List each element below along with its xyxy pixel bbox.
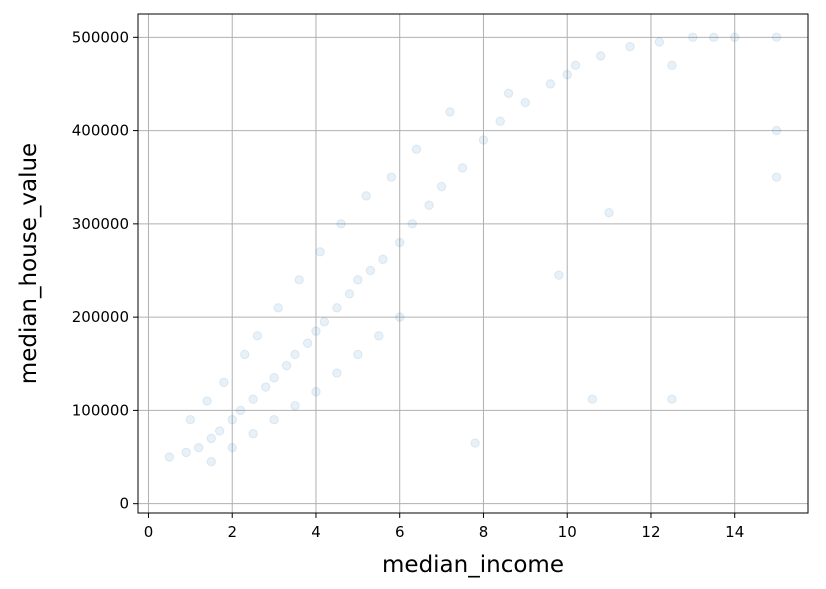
data-point [227, 443, 237, 453]
data-point [311, 387, 321, 397]
data-point [302, 338, 313, 348]
gridlines [138, 14, 808, 513]
x-tick-label: 4 [311, 523, 321, 541]
x-tick-label: 10 [558, 523, 577, 541]
data-point [361, 191, 371, 201]
data-point [378, 254, 388, 265]
data-point [194, 443, 204, 453]
data-point [185, 415, 196, 425]
data-point [436, 181, 447, 192]
data-point [248, 429, 258, 439]
data-point [570, 60, 581, 70]
data-point [545, 79, 556, 89]
data-point [771, 172, 782, 182]
data-point [667, 394, 677, 404]
data-point [181, 447, 191, 458]
data-point [202, 396, 212, 406]
data-point [374, 331, 384, 341]
data-point [332, 368, 342, 378]
data-point [457, 163, 468, 173]
data-point [290, 349, 300, 360]
data-point [227, 415, 237, 425]
data-point [445, 107, 455, 117]
data-point [315, 247, 325, 257]
x-tick-label: 2 [227, 523, 237, 541]
data-point [252, 331, 263, 341]
data-point [730, 32, 740, 43]
data-point [206, 457, 216, 467]
data-point [424, 200, 434, 210]
data-points [164, 32, 782, 467]
data-point [248, 394, 258, 404]
data-point [554, 270, 564, 280]
x-axis-label: median_income [382, 552, 564, 578]
data-point [604, 207, 614, 218]
data-point [281, 360, 292, 371]
data-point [407, 219, 417, 229]
data-point [336, 219, 346, 229]
data-point [269, 373, 279, 383]
x-tick-label: 14 [725, 523, 744, 541]
data-point [562, 69, 572, 80]
x-tick-label: 12 [641, 523, 660, 541]
data-point [273, 303, 283, 313]
data-point [386, 172, 397, 182]
x-axis-ticks: 0 2 4 6 8 10 12 14 [144, 513, 744, 541]
data-point [319, 317, 330, 327]
data-point [395, 237, 405, 248]
data-point [344, 289, 355, 299]
data-point [294, 275, 304, 285]
y-tick-label: 500000 [72, 28, 129, 46]
y-tick-label: 0 [119, 495, 129, 513]
data-point [269, 415, 279, 425]
data-point [625, 41, 635, 52]
data-point [395, 312, 405, 322]
y-tick-label: 400000 [72, 122, 129, 140]
data-point [596, 51, 606, 61]
data-point [667, 60, 677, 70]
data-point [240, 349, 250, 360]
y-tick-label: 100000 [72, 401, 129, 419]
data-point [353, 275, 363, 285]
data-point [503, 88, 514, 98]
data-point [654, 37, 665, 47]
y-tick-label: 200000 [72, 308, 129, 326]
data-point [411, 144, 422, 154]
data-point [332, 303, 342, 313]
data-point [709, 32, 719, 43]
data-point [206, 433, 216, 444]
data-point [214, 426, 225, 436]
data-point [478, 135, 489, 145]
data-point [495, 116, 505, 126]
data-point [365, 265, 376, 276]
data-point [771, 32, 782, 43]
data-point [520, 97, 531, 108]
y-axis-label: median_house_value [16, 143, 42, 384]
data-point [219, 377, 229, 388]
x-tick-label: 8 [479, 523, 489, 541]
x-tick-label: 6 [395, 523, 405, 541]
y-tick-label: 300000 [72, 215, 129, 233]
data-point [290, 401, 300, 411]
y-axis-ticks: 0 100000 200000 300000 400000 500000 [72, 28, 138, 513]
data-point [235, 405, 246, 416]
data-point [470, 438, 480, 448]
data-point [164, 452, 175, 462]
data-point [587, 394, 598, 404]
plot-frame [137, 13, 809, 514]
data-point [311, 326, 321, 336]
data-point [688, 32, 698, 43]
data-point [771, 125, 782, 136]
data-point [261, 382, 271, 392]
x-tick-label: 0 [144, 523, 154, 541]
data-point [353, 349, 363, 360]
